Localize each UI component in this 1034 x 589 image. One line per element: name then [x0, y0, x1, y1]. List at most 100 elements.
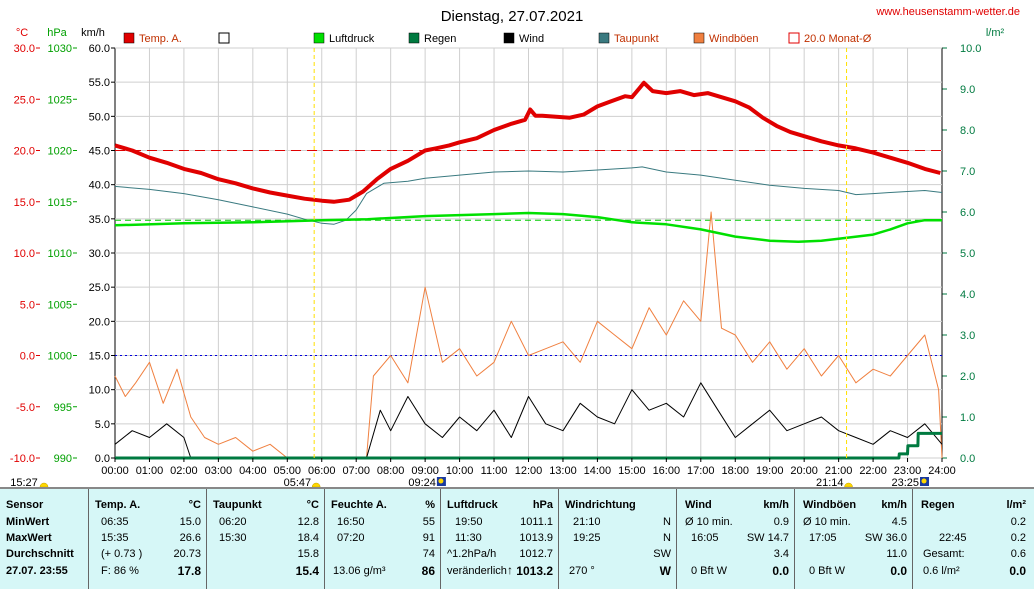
- wind-tick-label: 35.0: [89, 214, 110, 226]
- x-tick-label: 02:00: [170, 465, 198, 477]
- temp-current-value: 17.8: [177, 564, 201, 578]
- x-tick-label: 15:00: [618, 465, 646, 477]
- legend-swatch: [218, 32, 230, 44]
- rain-axis-unit: l/m²: [986, 27, 1005, 39]
- wind-header: Wind: [685, 499, 712, 511]
- direction-max-time: 19:25: [573, 532, 601, 544]
- direction-min-value: N: [663, 516, 671, 528]
- temp-humidity-now: F: 86 %: [101, 565, 139, 577]
- rain-max-time: 22:45: [939, 532, 967, 544]
- pressure-axis-unit: hPa: [47, 27, 67, 39]
- legend-swatch: [313, 32, 325, 44]
- pressure-forecast: veränderlich: [447, 565, 507, 577]
- humidity-max-value: 91: [422, 532, 435, 544]
- direction-avg-value: SW: [653, 548, 671, 560]
- dew-max-time: 15:30: [219, 532, 247, 544]
- rain-today: 0.6 l/m²: [923, 565, 960, 577]
- dew-header: Taupunkt: [213, 499, 262, 511]
- moon-icon-glyph: [438, 478, 444, 484]
- pressure-tick-label: 1015: [48, 197, 72, 209]
- x-tick-label: 01:00: [136, 465, 164, 477]
- humidity-min-time: 16:50: [337, 516, 365, 528]
- reference-lines: [115, 150, 942, 356]
- legend-label: 20.0 Monat-Ø: [804, 33, 872, 45]
- temp-axis-unit: °C: [16, 27, 28, 39]
- rain-tick-label: 8.0: [960, 125, 975, 137]
- stats-col-wind: Wind km/h Ø 10 min. 0.9 16:05 SW 14.7 3.…: [676, 489, 795, 589]
- x-tick-label: 17:00: [687, 465, 715, 477]
- rain-tick-label: 1.0: [960, 412, 975, 424]
- wind-tick-label: 20.0: [89, 316, 110, 328]
- wind-min-value: 0.9: [773, 516, 789, 528]
- wind-tick-label: 15.0: [89, 351, 110, 363]
- wind-min-label: Ø 10 min.: [685, 516, 733, 528]
- wind-current-value: 0.0: [772, 564, 789, 578]
- gust-unit: km/h: [881, 499, 907, 511]
- legend-label: Windböen: [709, 33, 759, 45]
- legend: Temp. A. Luftdruck Regen Wind Taupunkt Windbö…: [123, 32, 872, 45]
- header-sensor: Sensor: [6, 499, 44, 511]
- humidity-avg-value: 74: [422, 548, 435, 560]
- pressure-tick-label: 1020: [48, 146, 72, 158]
- x-tick-label: 13:00: [549, 465, 577, 477]
- dew-max-value: 18.4: [297, 532, 319, 544]
- moon-icon-glyph: [921, 478, 927, 484]
- pressure-current-value: 1013.2: [516, 564, 553, 578]
- rain-min-value: 0.2: [1010, 516, 1026, 528]
- wind-tick-label: 10.0: [89, 385, 110, 397]
- wind-tick-label: 25.0: [89, 282, 110, 294]
- dew-min-time: 06:20: [219, 516, 247, 528]
- temp-tick-label: 30.0: [14, 43, 35, 55]
- statistics-table: Sensor MinWert MaxWert Durchschnitt 27.0…: [0, 487, 1034, 589]
- rain-tick-label: 10.0: [960, 43, 981, 55]
- temp-tick-label: 25.0: [14, 94, 35, 106]
- pressure-tick-label: 1010: [48, 248, 72, 260]
- sun-icon: [39, 482, 49, 487]
- temp-unit: °C: [188, 499, 201, 511]
- row-label-max: MaxWert: [6, 532, 52, 544]
- pressure-tick-label: 990: [54, 453, 72, 465]
- temp-min-value: 15.0: [179, 516, 201, 528]
- chart-title: Dienstag, 27.07.2021: [441, 8, 584, 25]
- stats-col-pressure: Luftdruck hPa 19:50 1011.1 11:30 1013.9 …: [440, 489, 559, 589]
- x-tick-label: 08:00: [377, 465, 405, 477]
- temp-tick-label: 0.0: [20, 351, 35, 363]
- pressure-tick-label: 1030: [48, 43, 72, 55]
- stats-col-gust: Windböen km/h Ø 10 min. 4.5 17:05 SW 36.…: [794, 489, 913, 589]
- x-tick-label: 05:00: [274, 465, 302, 477]
- temp-tick-label: 20.0: [14, 146, 35, 158]
- gust-beaufort: 0 Bft W: [809, 565, 846, 577]
- gust-avg-value: 11.0: [886, 548, 907, 560]
- gust-min-label: Ø 10 min.: [803, 516, 851, 528]
- humidity-current-value: 86: [421, 564, 435, 578]
- legend-label: Temp. A.: [139, 33, 182, 45]
- temp-tick-label: 15.0: [14, 197, 35, 209]
- stats-col-sensor: Sensor MinWert MaxWert Durchschnitt 27.0…: [0, 489, 88, 589]
- rain-header: Regen: [921, 499, 955, 511]
- dew-unit: °C: [306, 499, 319, 511]
- pressure-min-value: 1011.1: [520, 516, 553, 528]
- legend-label: Taupunkt: [614, 33, 659, 45]
- temp-header: Temp. A.: [95, 499, 141, 511]
- humidity-header: Feuchte A.: [331, 499, 387, 511]
- row-label-date: 27.07. 23:55: [6, 565, 68, 577]
- event-time-label: 15:27: [10, 477, 38, 487]
- series-taupunkt: [114, 166, 943, 225]
- x-tick-label: 04:00: [239, 465, 267, 477]
- legend-swatch: [788, 32, 800, 44]
- x-tick-label: 20:00: [790, 465, 818, 477]
- temp-tick-label: -10.0: [10, 453, 35, 465]
- weather-chart: Dienstag, 27.07.2021 www.heusenstamm-wet…: [10, 6, 1020, 487]
- direction-min-time: 21:10: [573, 516, 601, 528]
- event-time-label: 21:14: [816, 477, 844, 487]
- legend-swatch: [598, 32, 610, 44]
- pressure-tick-label: 1000: [48, 351, 72, 363]
- site-url[interactable]: www.heusenstamm-wetter.de: [875, 6, 1020, 18]
- rain-tick-label: 2.0: [960, 371, 975, 383]
- wind-tick-label: 60.0: [89, 43, 110, 55]
- wind-axis-unit: km/h: [81, 27, 105, 39]
- wind-avg-value: 3.4: [773, 548, 789, 560]
- x-tick-label: 12:00: [515, 465, 543, 477]
- legend-swatch: [693, 32, 705, 44]
- stats-col-rain: Regen l/m² 0.2 22:45 0.2 Gesamt: 0.6 0.6…: [912, 489, 1034, 589]
